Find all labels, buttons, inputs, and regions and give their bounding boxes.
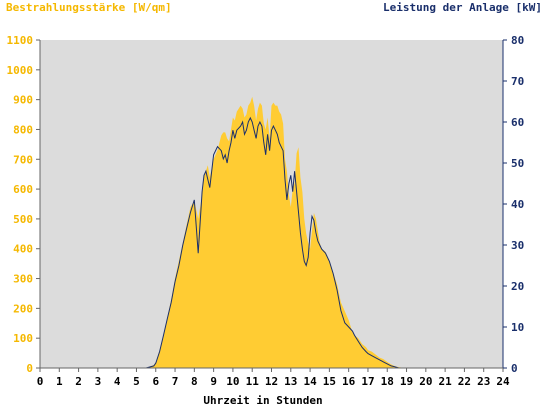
irradiance-area [40, 96, 503, 368]
y-right-tick-label: 70 [511, 75, 524, 88]
y-left-tick-label: 0 [26, 362, 33, 375]
x-tick-label: 23 [477, 375, 490, 388]
ticks-layer: 0 1 2 3 4 5 6 7 8 9 10 11 12 13 14 15 16 17 18 19 20 21 22 23 24… [7, 34, 525, 388]
x-tick-label: 21 [439, 375, 453, 388]
y-right-tick-label: 80 [511, 34, 524, 47]
x-tick-label: 22 [458, 375, 471, 388]
y-right-tick-label: 10 [511, 321, 524, 334]
series-layer [40, 96, 503, 369]
x-tick-label: 17 [361, 375, 374, 388]
x-tick-label: 16 [342, 375, 356, 388]
y-left-tick-label: 1100 [7, 34, 34, 47]
y-right-tick-label: 20 [511, 280, 524, 293]
x-tick-label: 14 [303, 375, 317, 388]
x-tick-label: 9 [210, 375, 217, 388]
left-axis-title: Bestrahlungsstärke [W/qm] [6, 1, 172, 14]
x-tick-label: 2 [75, 375, 82, 388]
y-right-tick-label: 50 [511, 157, 524, 170]
x-tick-label: 4 [114, 375, 121, 388]
x-tick-label: 15 [323, 375, 336, 388]
x-tick-label: 5 [133, 375, 140, 388]
x-tick-label: 8 [191, 375, 198, 388]
x-tick-label: 13 [284, 375, 297, 388]
y-left-tick-label: 700 [13, 153, 33, 166]
y-left-tick-label: 200 [13, 302, 33, 315]
x-tick-label: 0 [37, 375, 44, 388]
y-right-tick-label: 0 [511, 362, 518, 375]
y-right-tick-label: 40 [511, 198, 524, 211]
y-right-tick-label: 30 [511, 239, 524, 252]
x-tick-label: 11 [246, 375, 260, 388]
x-tick-label: 24 [496, 375, 510, 388]
x-tick-label: 12 [265, 375, 278, 388]
y-left-tick-label: 100 [13, 332, 33, 345]
x-tick-label: 6 [152, 375, 159, 388]
y-left-tick-label: 500 [13, 213, 33, 226]
x-tick-label: 7 [172, 375, 179, 388]
y-left-tick-label: 300 [13, 273, 33, 286]
y-left-tick-label: 900 [13, 94, 33, 107]
y-left-tick-label: 600 [13, 183, 33, 196]
y-left-tick-label: 800 [13, 123, 33, 136]
x-tick-label: 20 [419, 375, 432, 388]
y-left-tick-label: 1000 [7, 64, 34, 77]
x-tick-label: 19 [400, 375, 413, 388]
x-tick-label: 10 [226, 375, 239, 388]
y-right-tick-label: 60 [511, 116, 524, 129]
right-axis-title: Leistung der Anlage [kW] [383, 1, 542, 14]
x-axis-title: Uhrzeit in Stunden [203, 394, 322, 407]
x-tick-label: 3 [95, 375, 102, 388]
x-tick-label: 18 [381, 375, 394, 388]
x-tick-label: 1 [56, 375, 63, 388]
y-left-tick-label: 400 [13, 243, 33, 256]
power-line [40, 116, 503, 369]
